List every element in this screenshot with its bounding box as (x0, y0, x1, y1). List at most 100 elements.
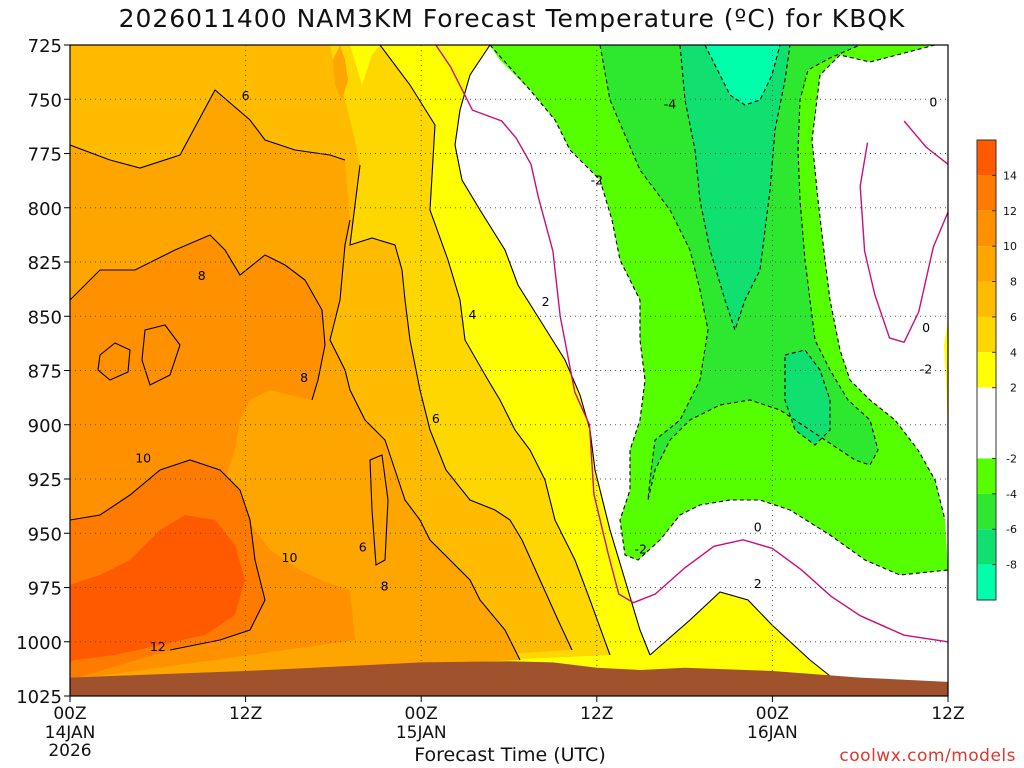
y-tick-label-750: 750 (28, 90, 62, 111)
contour-label-12: -4 (664, 97, 677, 112)
contour-label-15: -2 (920, 361, 932, 376)
isotherm-2-dome (649, 591, 836, 681)
gridlines (70, 45, 948, 696)
x-tick-label-48: 00Z (756, 704, 789, 724)
isotherm-12 (70, 459, 266, 651)
contour-label-0: 6 (242, 88, 250, 103)
x-tick-date-24: 15JAN (396, 723, 447, 743)
colorbar-bin-10 (977, 529, 996, 565)
isotherm-contours (70, 45, 836, 681)
colorbar-label-2: 10 (1003, 240, 1017, 253)
y-tick-label-950: 950 (28, 524, 62, 545)
isotherm-6 (70, 89, 346, 169)
colorbar-frame (976, 139, 997, 601)
contour-label-7: 8 (381, 578, 389, 593)
contour-label-2: 8 (300, 370, 308, 385)
x-tick-date-48: 16JAN (747, 723, 798, 743)
colorbar-bin-11 (977, 564, 996, 600)
freezing-line-0 (435, 45, 948, 643)
contour-label-14: 0 (922, 320, 930, 335)
y-tick-label-1000: 1000 (16, 633, 62, 654)
region-14-to-16 (70, 515, 245, 662)
colorbar-bin-9 (977, 493, 996, 530)
contour-label-16: -2 (634, 541, 646, 556)
contour-label-4: 10 (282, 550, 298, 565)
isotherm-8-right (329, 219, 521, 661)
isotherm-minus6-pocket (784, 349, 831, 446)
colorbar-bin-6 (977, 352, 996, 388)
region-minus6-lower-pocket (785, 350, 830, 445)
cold-isotherm-contours (489, 45, 948, 576)
colorbar-bin-2 (977, 210, 996, 247)
x-tick-label-60: 12Z (931, 704, 964, 724)
x-tick-label-0: 00Z (53, 704, 86, 724)
x-tick-date-0: 14JAN (45, 723, 96, 743)
isotherm-10 (70, 234, 326, 401)
colorbar-label-10: -8 (1006, 559, 1017, 572)
colorbar-bin-3 (977, 246, 996, 282)
colorbar-bin-7 (977, 387, 996, 459)
colorbar-label-9: -6 (1006, 523, 1017, 536)
isotherm-minus4 (599, 45, 879, 501)
colorbar-label-6: 2 (1010, 382, 1017, 395)
freezing-line-2 (903, 120, 948, 165)
isotherm-minus8 (704, 45, 781, 106)
colorbar-label-8: -4 (1006, 488, 1017, 501)
isotherm-narrow-loop (369, 454, 389, 566)
colorbar-label-0: 14 (1003, 169, 1017, 182)
y-tick-label-850: 850 (28, 307, 62, 328)
region-minus8-to-minus10 (705, 45, 780, 105)
x-tick-label-36: 12Z (580, 704, 613, 724)
credit-link[interactable]: coolwx.com/models (839, 746, 1016, 766)
isotherm-minus2 (489, 45, 948, 576)
contour-label-18: 2 (754, 576, 762, 591)
isotherm-6-right (349, 164, 573, 651)
isotherm-4 (379, 45, 611, 656)
contour-label-9: 4 (468, 307, 476, 322)
colorbar-bin-8 (977, 458, 996, 494)
isotherm-minus2-right (811, 45, 946, 521)
contour-labels: 6 8 8 10 10 12 6 8 6 4 2 -2 -4 0 0 -2 -2 0 2 (135, 88, 937, 654)
colorbar-bin-5 (977, 316, 996, 353)
colorbar-bin-1 (977, 175, 996, 211)
chart-title: 2026011400 NAM3KM Forecast Temperature (… (118, 4, 906, 33)
isotherm-8-loop2 (141, 324, 181, 386)
colorbar: 14 12 10 8 6 4 2 -2 -4 -6 -8 (976, 139, 1017, 601)
colorbar-label-5: 4 (1010, 346, 1017, 359)
contour-label-8: 6 (432, 411, 440, 426)
x-tick-label-12: 12Z (229, 704, 262, 724)
y-tick-label-900: 900 (28, 416, 62, 437)
contour-label-1: 8 (198, 268, 206, 283)
contour-label-5: 12 (150, 639, 166, 654)
y-tick-label-975: 975 (28, 579, 62, 600)
y-tick-label-775: 775 (28, 145, 62, 166)
colorbar-bin-0 (977, 140, 996, 176)
colorbar-label-4: 6 (1010, 311, 1017, 324)
freezing-line-1 (859, 142, 948, 344)
y-tick-label-875: 875 (28, 362, 62, 383)
colorbar-label-7: -2 (1006, 452, 1017, 465)
x-tick-label-24: 00Z (405, 704, 438, 724)
region-minus6-to-minus8 (680, 45, 790, 330)
contour-label-6: 6 (359, 539, 367, 554)
y-tick-label-925: 925 (28, 470, 62, 491)
contour-label-13: 0 (929, 94, 937, 109)
contour-label-17: 0 (754, 520, 762, 535)
colorbar-bin-4 (977, 281, 996, 317)
isotherm-2 (454, 45, 651, 656)
y-tick-label-800: 800 (28, 199, 62, 220)
colorbar-label-3: 8 (1010, 276, 1017, 289)
region-8-to-10-patch (333, 45, 348, 100)
region-2-to-4-right-edge (944, 320, 948, 430)
freezing-lines (435, 45, 948, 643)
x-axis-title: Forecast Time (UTC) (414, 744, 606, 766)
y-axis: 725 750 775 800 825 850 875 900 925 950 975 1000 102… (16, 36, 70, 708)
contour-label-3: 10 (135, 450, 151, 465)
colorbar-label-1: 12 (1003, 205, 1017, 218)
isotherm-minus6 (679, 45, 791, 332)
y-tick-label-825: 825 (28, 253, 62, 274)
isotherm-8-loop (97, 342, 131, 381)
y-tick-label-725: 725 (28, 36, 62, 57)
